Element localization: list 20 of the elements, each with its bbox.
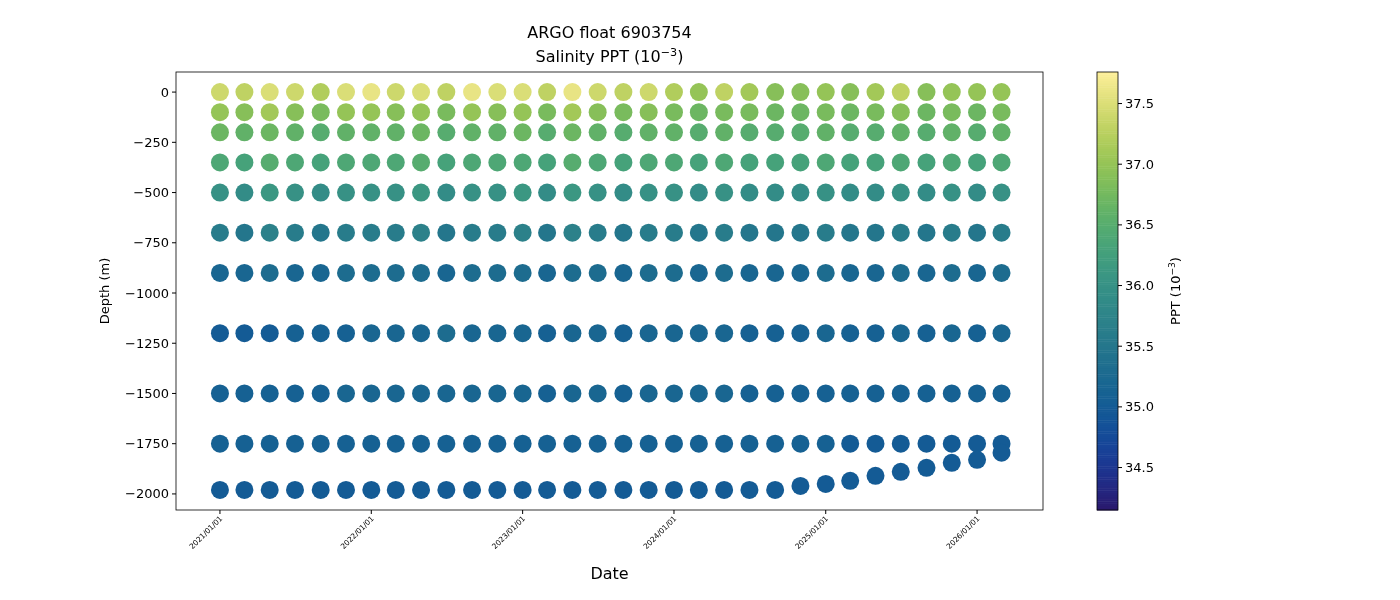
color-bar-label: 36.0 [1125,278,1154,294]
x-axis-title: Date [590,564,629,583]
y-tick-label: −1500 [125,386,169,402]
y-tick-label: −750 [133,235,169,251]
y-tick-label: 0 [160,84,169,100]
color-bar-label: 35.5 [1125,338,1154,354]
color-bar-label: 37.5 [1125,96,1154,112]
y-tick-label: −1000 [125,285,169,301]
color-bar-label: 36.5 [1125,217,1154,233]
chart-title: ARGO float 6903754 [527,23,692,42]
y-tick-label: −2000 [125,486,169,502]
color-bar-label: 37.0 [1125,156,1154,172]
color-bar-label: 35.0 [1125,399,1154,415]
y-tick-label: −250 [133,134,169,150]
y-tick-label: −1250 [125,335,169,351]
color-bar-label: 34.5 [1125,460,1154,476]
y-tick-label: −500 [133,185,169,201]
y-tick-label: −1750 [125,436,169,452]
y-axis-title: Depth (m) [97,257,112,325]
chart-subtitle: Salinity PPT (10$^{−3}$) [535,45,684,66]
